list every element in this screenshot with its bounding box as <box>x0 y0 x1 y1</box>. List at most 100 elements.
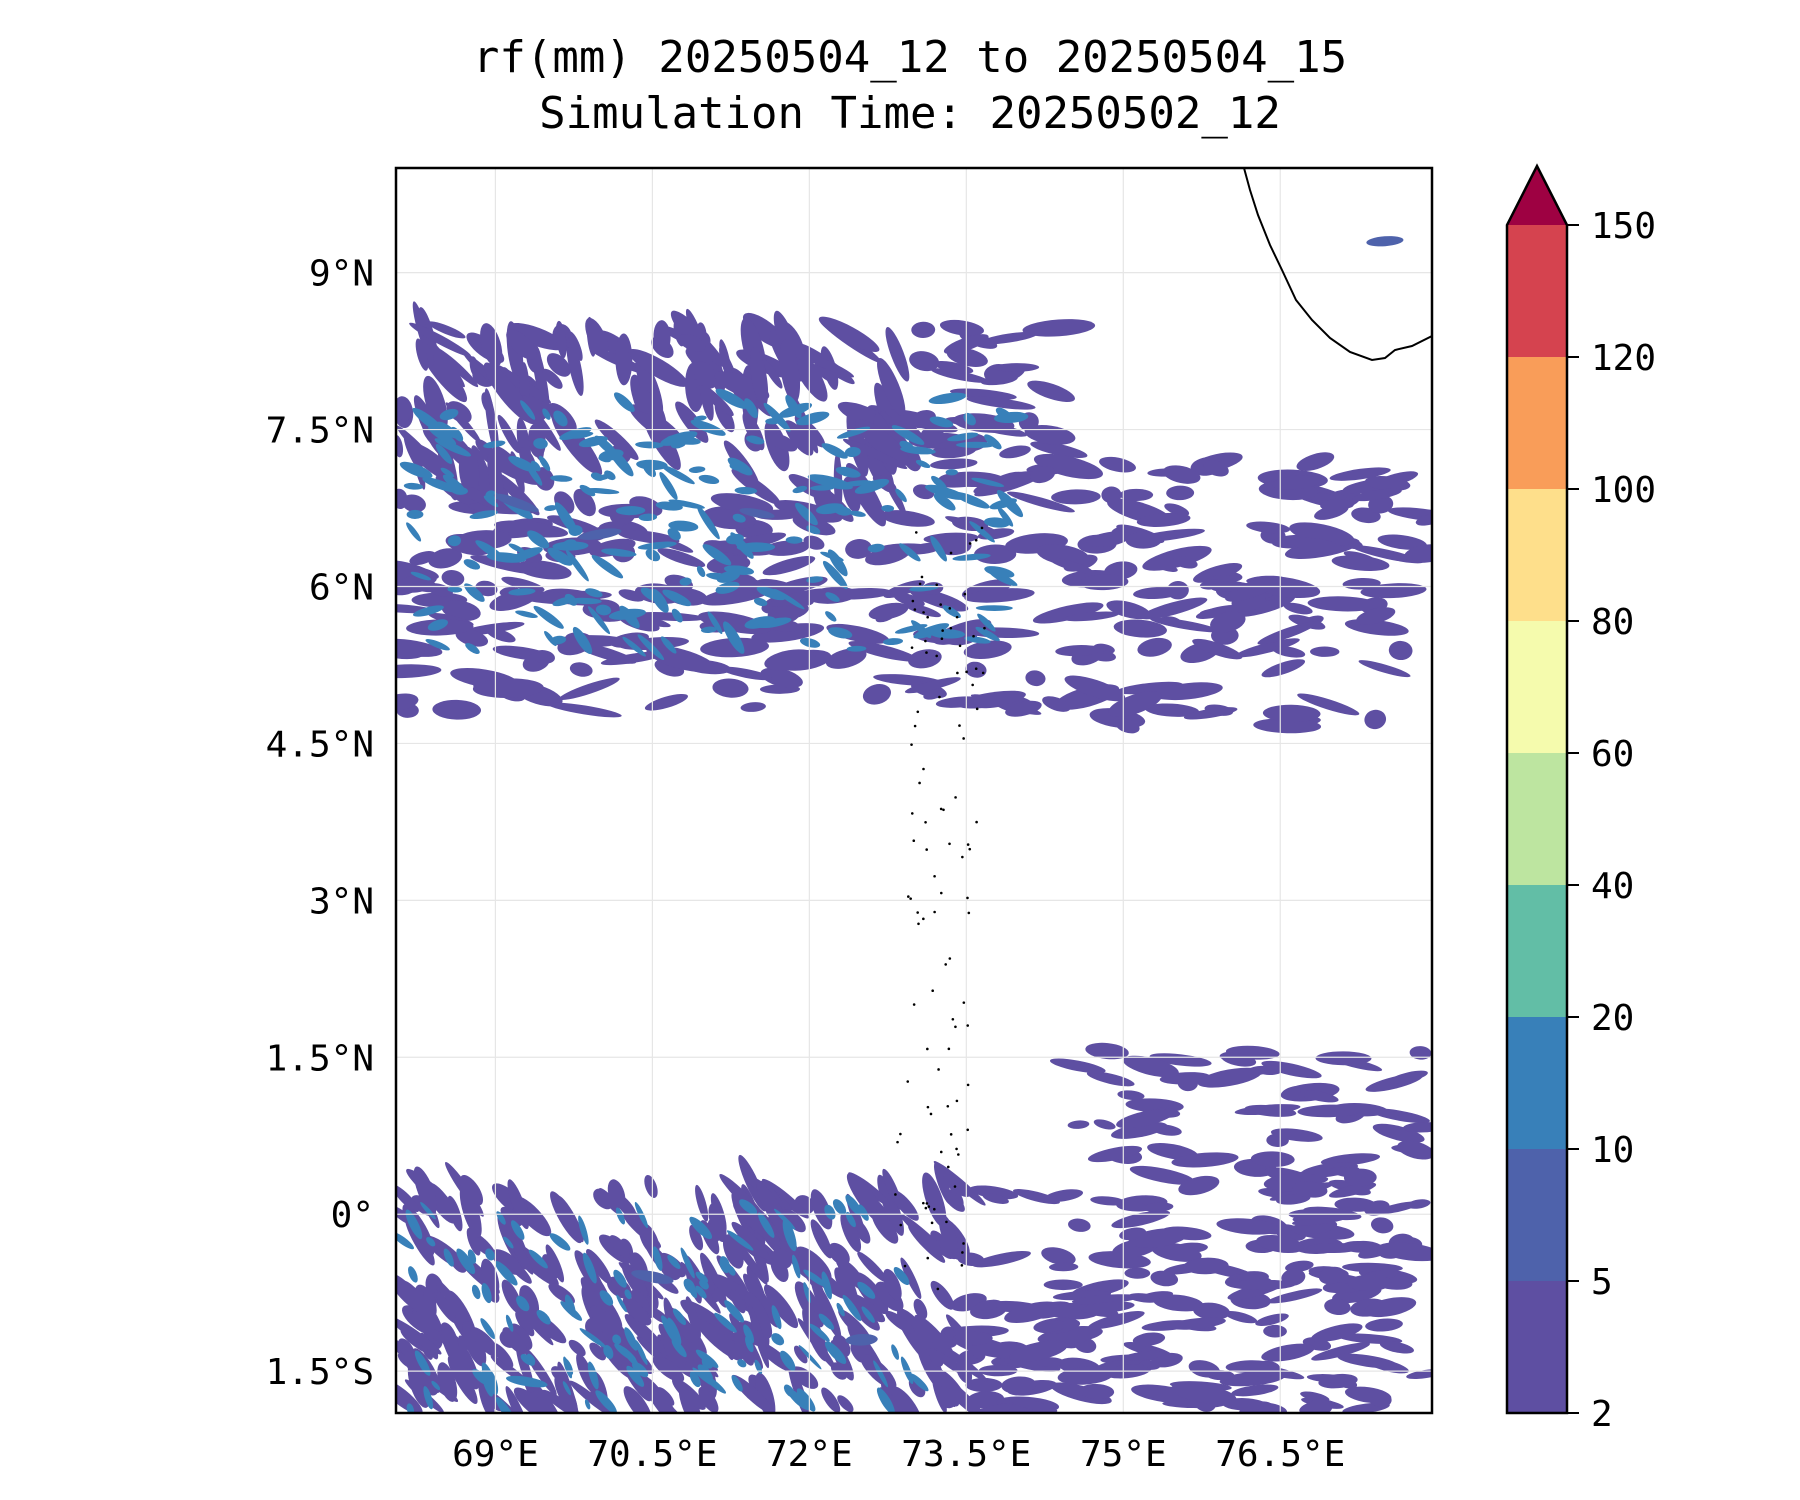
rain-cell <box>1370 1217 1394 1234</box>
rain-cell <box>507 322 566 351</box>
rain-cell <box>1311 1323 1363 1342</box>
rain-cell <box>485 1248 495 1261</box>
rain-cell <box>1402 1122 1432 1133</box>
rain-cell <box>875 1281 904 1312</box>
rain-cell <box>1250 1151 1295 1167</box>
rain-cell <box>595 1390 617 1413</box>
rain-cell <box>913 623 950 639</box>
atoll-dot <box>936 1287 940 1291</box>
rain-cell <box>1116 1109 1174 1129</box>
rain-cell <box>1283 602 1313 615</box>
rain-cell <box>1133 586 1182 600</box>
rain-cell <box>931 475 947 490</box>
rain-cell <box>1291 537 1342 554</box>
rain-cell <box>938 1214 958 1254</box>
rain-cell <box>492 1343 514 1368</box>
rain-cell <box>689 1216 713 1240</box>
x-tick-label: 69°E <box>452 1434 539 1475</box>
rain-field <box>396 236 1432 1413</box>
atoll-dot <box>922 611 925 614</box>
rain-cell <box>1289 522 1355 546</box>
rain-cell <box>900 1257 922 1299</box>
rain-cell <box>579 484 596 497</box>
rain-cell <box>698 474 720 485</box>
rain-cell <box>751 623 825 643</box>
rain-cell <box>1111 1122 1168 1139</box>
rain-cell <box>471 1284 481 1300</box>
rain-cell <box>1068 1218 1091 1232</box>
rain-cell <box>984 434 1002 450</box>
rain-cell <box>679 577 692 586</box>
rain-cell <box>1132 1332 1166 1347</box>
rain-cell <box>427 321 466 339</box>
rain-cell <box>602 1324 622 1372</box>
rain-cell <box>1043 1279 1083 1291</box>
rain-cell <box>565 549 589 582</box>
rain-cell <box>739 1199 758 1215</box>
rain-cell <box>1270 1128 1323 1142</box>
y-axis-ticks: 9°N 7.5°N 6°N 4.5°N 3°N 1.5°N 0° 1.5°S <box>266 254 374 1394</box>
colorbar-segment <box>1507 1017 1567 1149</box>
rain-cell <box>957 1252 985 1267</box>
rain-cell <box>999 445 1031 459</box>
colorbar-tick-label: 20 <box>1591 998 1634 1039</box>
rain-cell <box>1253 718 1322 734</box>
rain-cell <box>566 335 584 396</box>
rain-cell <box>963 640 1012 660</box>
atoll-dot <box>971 683 974 687</box>
atoll-dot <box>909 897 912 900</box>
rain-cell <box>809 1323 830 1342</box>
rain-cell <box>447 535 462 547</box>
rain-cell <box>447 586 463 593</box>
rain-cell <box>440 467 455 478</box>
rain-cell <box>973 471 1036 494</box>
rain-cell <box>613 392 635 412</box>
rain-cell <box>724 1300 745 1323</box>
rain-cell <box>1306 1374 1352 1383</box>
rain-cell <box>821 1387 841 1413</box>
rain-cell <box>619 605 640 629</box>
rain-cell <box>639 1380 689 1413</box>
rain-cell <box>1106 600 1151 620</box>
rain-cell <box>1261 1343 1315 1362</box>
rain-cell <box>1197 1067 1262 1088</box>
rain-cell <box>834 1267 855 1302</box>
rain-cell <box>945 469 958 476</box>
atoll-dot <box>966 896 969 900</box>
rain-cell <box>1364 1357 1409 1374</box>
rain-cell <box>552 541 589 551</box>
rain-cell <box>736 542 776 552</box>
rain-cell <box>754 1359 763 1375</box>
rain-cell <box>1032 602 1104 624</box>
x-tick-label: 75°E <box>1080 1434 1167 1475</box>
rain-cell <box>415 338 429 371</box>
rain-cell <box>1177 1074 1198 1092</box>
rain-cell <box>603 1345 614 1360</box>
rain-cell <box>481 1362 497 1392</box>
rain-cell <box>1122 1055 1179 1078</box>
rain-cell <box>802 1307 829 1362</box>
rain-cell <box>743 1273 780 1328</box>
rain-cell <box>661 1315 679 1345</box>
rain-cell <box>868 602 909 620</box>
atoll-dot <box>941 629 944 632</box>
rain-cell <box>653 320 671 354</box>
rain-cell <box>1257 621 1318 645</box>
rain-cell <box>857 1281 876 1299</box>
chart-title: rf(mm) 20250504_12 to 20250504_15 <box>473 32 1347 83</box>
rain-cell <box>469 510 498 519</box>
rain-cell <box>857 1251 888 1283</box>
rain-cell <box>1365 1318 1403 1332</box>
rain-cell <box>662 589 692 607</box>
colorbar: 2 5 10 20 40 60 80 100 120 150 <box>1505 163 1656 1435</box>
rain-cell <box>922 1172 947 1227</box>
rain-cell <box>572 626 593 655</box>
rain-cell <box>1129 1165 1195 1185</box>
rain-cell <box>437 1362 458 1402</box>
rain-cell <box>559 427 592 440</box>
rain-cell <box>660 636 677 654</box>
rain-cell <box>1116 681 1183 695</box>
rain-cell <box>462 1320 487 1367</box>
rain-cell <box>550 475 573 482</box>
rain-cell <box>1352 545 1423 564</box>
